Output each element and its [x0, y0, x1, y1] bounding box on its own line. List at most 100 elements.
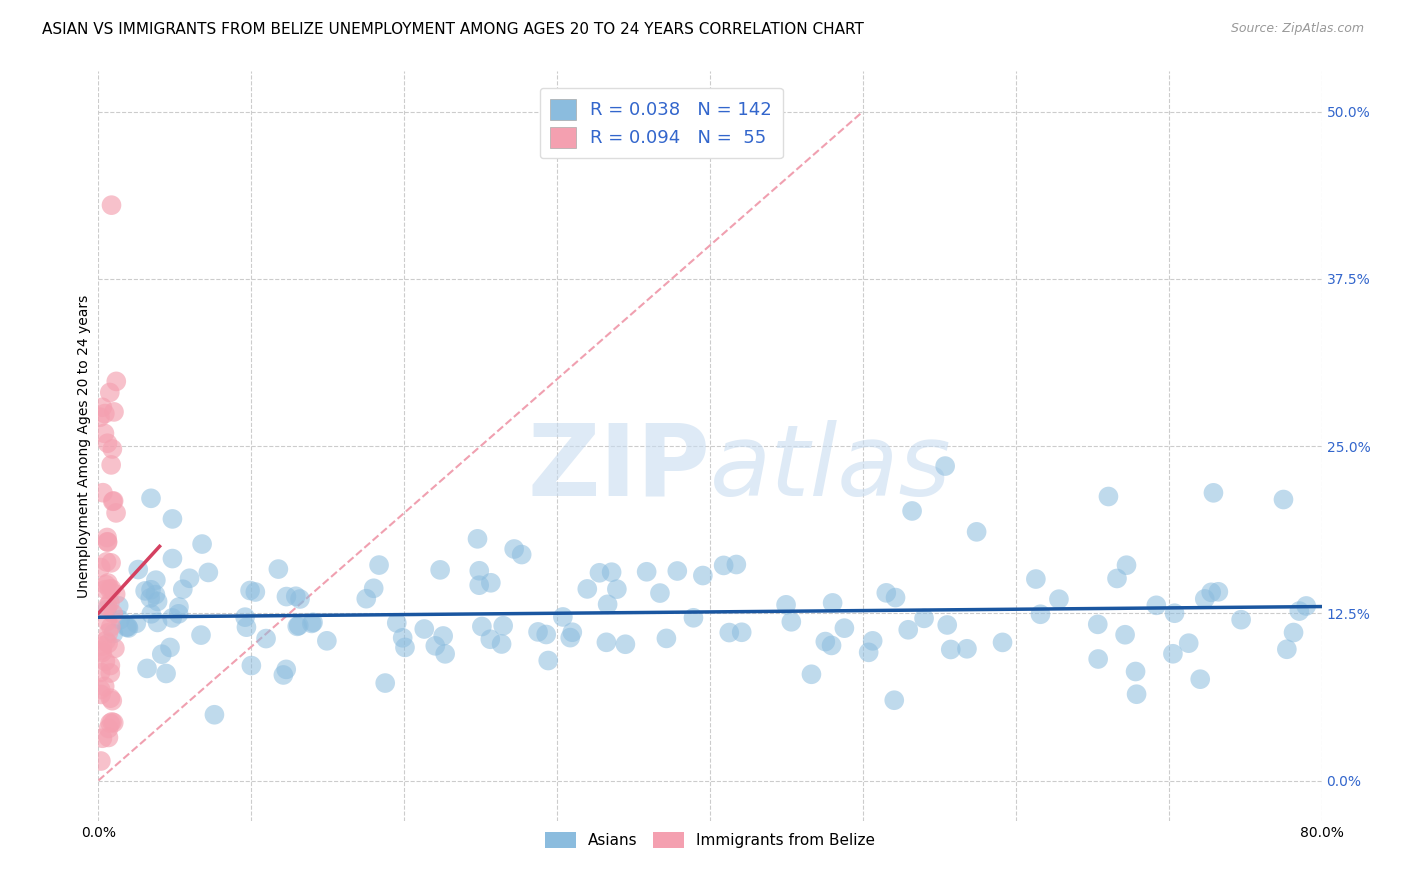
Immigrants from Belize [101, 494, 124, 508]
Asians [934, 459, 956, 474]
Asians [204, 707, 226, 722]
Asians [127, 562, 149, 576]
Asians [276, 590, 298, 604]
Asians [233, 610, 256, 624]
Asians [1208, 584, 1230, 599]
Immigrants from Belize [91, 645, 114, 659]
Asians [692, 568, 714, 582]
Asians [939, 642, 962, 657]
Asians [425, 639, 447, 653]
Asians [1115, 558, 1137, 573]
Asians [245, 585, 267, 599]
Asians [197, 566, 219, 580]
Asians [527, 624, 550, 639]
Immigrants from Belize [100, 198, 122, 212]
Asians [875, 586, 897, 600]
Asians [561, 625, 583, 640]
Immigrants from Belize [97, 535, 120, 549]
Asians [1047, 592, 1070, 607]
Asians [596, 597, 619, 611]
Asians [1202, 485, 1225, 500]
Asians [160, 611, 183, 625]
Asians [1097, 490, 1119, 504]
Asians [471, 619, 494, 633]
Asians [725, 558, 748, 572]
Asians [588, 566, 610, 580]
Asians [862, 633, 884, 648]
Asians [560, 631, 582, 645]
Immigrants from Belize [90, 560, 112, 574]
Immigrants from Belize [91, 401, 114, 415]
Immigrants from Belize [100, 620, 122, 634]
Asians [240, 658, 263, 673]
Text: atlas: atlas [710, 420, 952, 517]
Asians [1199, 585, 1222, 599]
Asians [429, 563, 451, 577]
Asians [159, 640, 181, 655]
Immigrants from Belize [97, 625, 120, 640]
Immigrants from Belize [98, 666, 121, 681]
Asians [576, 582, 599, 596]
Immigrants from Belize [90, 665, 112, 680]
Asians [1275, 642, 1298, 657]
Asians [534, 627, 557, 641]
Asians [1272, 492, 1295, 507]
Asians [432, 629, 454, 643]
Asians [1295, 599, 1317, 613]
Immigrants from Belize [97, 731, 120, 745]
Asians [468, 564, 491, 578]
Asians [117, 621, 139, 635]
Asians [912, 611, 935, 625]
Asians [1282, 625, 1305, 640]
Immigrants from Belize [96, 599, 118, 614]
Asians [655, 632, 678, 646]
Immigrants from Belize [100, 556, 122, 570]
Asians [1144, 599, 1167, 613]
Asians [172, 582, 194, 597]
Immigrants from Belize [98, 596, 121, 610]
Asians [301, 616, 323, 631]
Immigrants from Belize [97, 636, 120, 650]
Asians [146, 594, 169, 608]
Immigrants from Belize [89, 410, 111, 425]
Asians [492, 618, 515, 632]
Immigrants from Belize [94, 582, 117, 597]
Immigrants from Belize [103, 607, 125, 621]
Immigrants from Belize [100, 458, 122, 472]
Asians [731, 625, 754, 640]
Immigrants from Belize [91, 639, 114, 653]
Asians [136, 661, 159, 675]
Asians [374, 676, 396, 690]
Asians [780, 615, 803, 629]
Asians [814, 634, 837, 648]
Asians [614, 637, 637, 651]
Asians [394, 640, 416, 655]
Asians [434, 647, 457, 661]
Asians [368, 558, 391, 572]
Asians [897, 623, 920, 637]
Asians [901, 504, 924, 518]
Asians [315, 633, 337, 648]
Asians [354, 591, 377, 606]
Asians [267, 562, 290, 576]
Asians [276, 662, 298, 676]
Asians [190, 628, 212, 642]
Immigrants from Belize [94, 577, 117, 591]
Immigrants from Belize [98, 716, 121, 731]
Immigrants from Belize [103, 715, 125, 730]
Asians [834, 621, 856, 635]
Asians [103, 626, 125, 640]
Immigrants from Belize [103, 405, 125, 419]
Asians [648, 586, 671, 600]
Asians [254, 632, 277, 646]
Immigrants from Belize [94, 407, 117, 421]
Immigrants from Belize [101, 714, 124, 729]
Asians [285, 619, 308, 633]
Asians [150, 647, 173, 661]
Asians [510, 548, 533, 562]
Asians [467, 532, 489, 546]
Asians [636, 565, 658, 579]
Immigrants from Belize [90, 688, 112, 702]
Immigrants from Belize [97, 576, 120, 591]
Asians [491, 637, 513, 651]
